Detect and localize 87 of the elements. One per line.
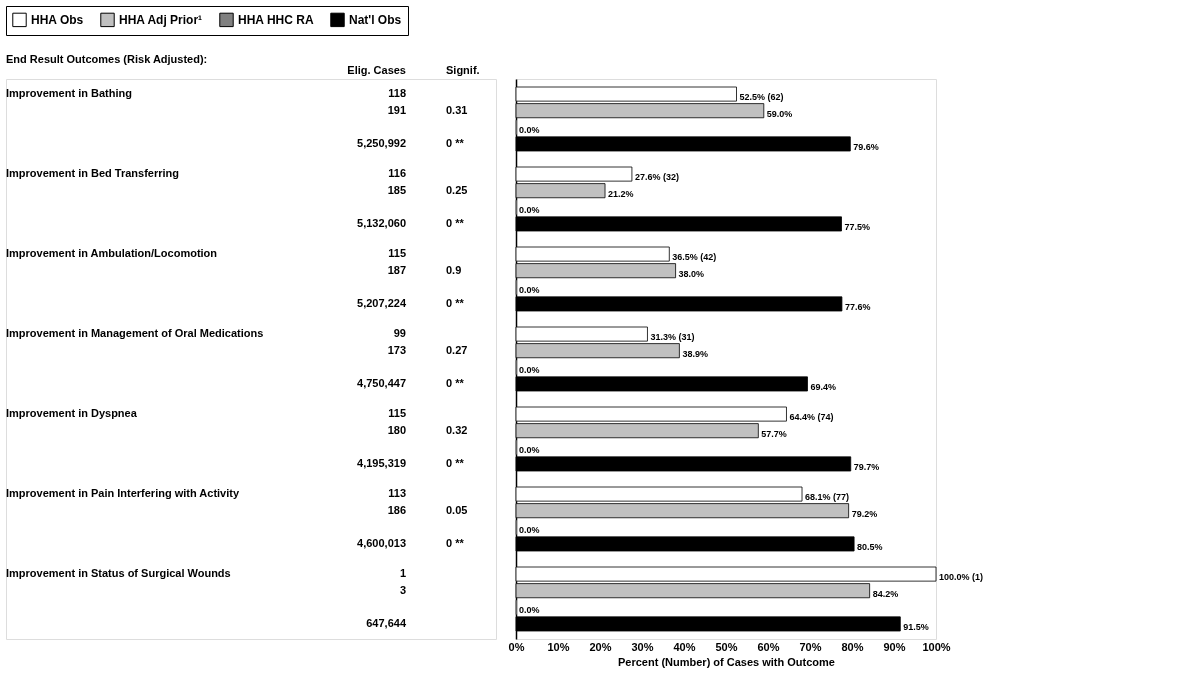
x-tick-label: 90% [883, 640, 906, 653]
text: Signif. [446, 64, 480, 76]
text: 4,750,447 [357, 376, 406, 389]
category-label: Improvement in Dyspnea [6, 407, 138, 420]
x-tick-label: 50% [715, 640, 738, 653]
data-label: 0.0% [519, 525, 540, 536]
text: 118 [388, 87, 406, 100]
text: 1 [399, 567, 406, 580]
text: 5,207,224 [357, 296, 407, 309]
data-label: 0.0% [519, 125, 540, 136]
data-label: 36.5% (42) [672, 252, 717, 263]
x-axis-title: Percent (Number) of Cases with Outcome [618, 655, 835, 668]
text: 115 [388, 407, 406, 420]
text: 3 [399, 583, 406, 596]
text: 4,600,013 [357, 536, 406, 549]
category-label: Improvement in Bed Transferring [6, 167, 179, 180]
data-label: 84.2% [872, 588, 899, 599]
text: 191 [387, 103, 406, 116]
category-label: Improvement in Status of Surgical Wounds [6, 567, 231, 580]
data-label: 0.0% [519, 365, 540, 376]
data-label: 38.9% [682, 348, 708, 359]
category-label: Improvement in Management of Oral Medications [6, 327, 264, 340]
x-tick-label: 100% [922, 640, 951, 653]
text: 187 [387, 263, 406, 276]
text: 180 [387, 423, 406, 436]
x-tick-label: 40% [673, 640, 696, 653]
data-label: 79.7% [853, 461, 880, 472]
text: 0 ** [446, 376, 465, 389]
text: 0 ** [446, 216, 465, 229]
data-label: 59.0% [766, 108, 793, 119]
data-label: 21.2% [608, 188, 634, 199]
text: 99 [393, 327, 406, 340]
text: 185 [387, 183, 406, 196]
data-label: 79.6% [853, 141, 879, 152]
category-label: Improvement in Ambulation/Locomotion [6, 247, 218, 260]
text: 186 [387, 503, 406, 516]
data-label: 100.0% (1) [939, 572, 984, 583]
x-tick-label: 20% [589, 640, 612, 653]
x-tick-label: 60% [757, 640, 780, 653]
text: End Result Outcomes (Risk Adjusted): [6, 53, 208, 65]
data-label: 27.6% (32) [634, 172, 679, 183]
legend-label: HHA Obs [31, 12, 84, 27]
text: 0.27 [446, 343, 468, 356]
data-label: 38.0% [678, 268, 705, 279]
text: 0.31 [446, 103, 468, 116]
text: 116 [388, 167, 406, 180]
text: 0 ** [446, 536, 465, 549]
text: 115 [388, 247, 406, 260]
text: 0 ** [446, 456, 465, 469]
data-label: 80.5% [857, 541, 883, 552]
data-label: 57.7% [761, 428, 787, 439]
text: 0 ** [446, 136, 465, 149]
data-label: 68.1% (77) [805, 492, 850, 503]
data-label: 31.3% (31) [650, 332, 695, 343]
text: 0.32 [446, 423, 468, 436]
text: 113 [388, 487, 406, 500]
x-tick-label: 10% [547, 640, 570, 653]
data-label: 79.2% [851, 508, 878, 519]
text: 173 [387, 343, 406, 356]
text: 0.9 [446, 263, 462, 276]
category-label: Improvement in Pain Interfering with Activity [6, 487, 240, 500]
data-label: 77.5% [844, 221, 871, 232]
category-label: Improvement in Bathing [6, 87, 132, 100]
text: 0.05 [446, 503, 468, 516]
data-label: 91.5% [903, 621, 929, 632]
legend-label: HHA Adj Prior¹ [119, 12, 203, 27]
x-tick-label: 0% [508, 640, 525, 653]
data-label: 0.0% [519, 445, 540, 456]
x-tick-label: 30% [631, 640, 654, 653]
text: 647,644 [366, 616, 407, 629]
legend-label: HHA HHC RA [238, 12, 314, 27]
data-label: 0.0% [519, 205, 540, 216]
text: 4,195,319 [357, 456, 406, 469]
data-label: 52.5% (62) [739, 92, 784, 103]
text: 0.25 [446, 183, 468, 196]
data-label: 69.4% [810, 381, 837, 392]
text: 5,250,992 [357, 136, 406, 149]
text: 5,132,060 [357, 216, 406, 229]
data-label: 0.0% [519, 285, 540, 296]
data-label: 77.6% [844, 301, 871, 312]
text: 0 ** [446, 296, 465, 309]
x-tick-label: 80% [841, 640, 864, 653]
legend-label: Nat'l Obs [349, 12, 402, 27]
x-tick-label: 70% [799, 640, 822, 653]
data-label: 64.4% (74) [789, 412, 834, 423]
data-label: 0.0% [519, 605, 540, 616]
text: Elig. Cases [347, 64, 406, 76]
